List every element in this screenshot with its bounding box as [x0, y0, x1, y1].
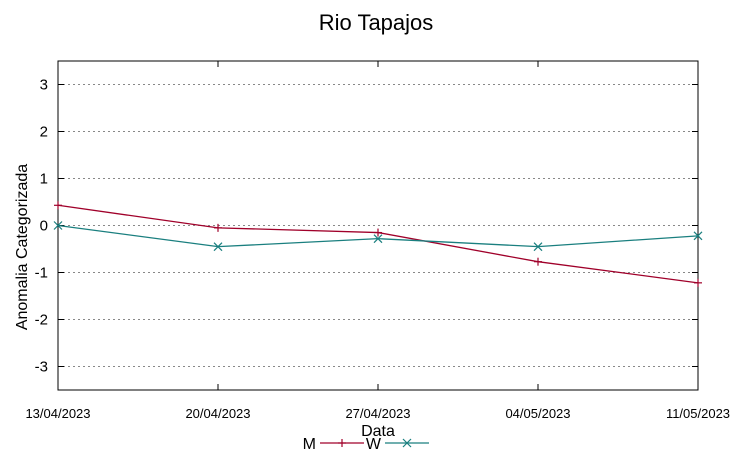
y-tick-label: 2 — [40, 124, 48, 141]
marker-stroke — [693, 231, 703, 241]
data-point-M — [54, 201, 62, 210]
marker-stroke — [53, 221, 63, 230]
chart-title: Rio Tapajos — [319, 10, 434, 35]
y-axis-label: Anomalia Categorizada — [14, 164, 31, 330]
legend-marker-W — [402, 438, 412, 448]
x-tick-label: 11/05/2023 — [666, 406, 730, 421]
data-point-M — [534, 257, 542, 266]
marker-stroke — [213, 242, 223, 252]
data-point-W — [53, 221, 63, 230]
data-point-W — [533, 242, 543, 252]
data-point-W — [213, 242, 223, 252]
data-point-M — [214, 223, 222, 232]
marker-stroke — [402, 438, 412, 448]
x-tick-label: 27/04/2023 — [345, 406, 410, 421]
data-point-W — [373, 234, 383, 244]
y-tick-label: 0 — [40, 218, 48, 235]
legend-marker-M — [338, 439, 346, 447]
legend-label: M — [303, 436, 316, 453]
x-axis-label: Data — [361, 423, 395, 440]
y-tick-label: -2 — [35, 312, 48, 329]
legend-label: W — [366, 436, 382, 453]
y-tick-label: -1 — [35, 265, 48, 282]
y-tick-label: 3 — [40, 77, 48, 94]
x-tick-label: 04/05/2023 — [505, 406, 570, 421]
y-tick-label: -3 — [35, 359, 48, 376]
data-point-M — [374, 228, 382, 237]
y-axis-ticks: 3 2 1 0 -1 -2 -3 — [35, 77, 698, 376]
x-tick-label: 13/04/2023 — [25, 406, 90, 421]
series-group — [53, 201, 703, 287]
marker-stroke — [533, 242, 543, 252]
x-axis-ticks: 13/04/2023 20/04/2023 27/04/2023 04/05/2023… — [25, 61, 730, 421]
grid — [58, 84, 698, 367]
marker-stroke — [373, 234, 383, 244]
y-tick-label: 1 — [40, 171, 48, 188]
x-tick-label: 20/04/2023 — [185, 406, 250, 421]
data-point-M — [694, 278, 702, 287]
data-point-W — [693, 231, 703, 241]
series-line-M — [57, 204, 699, 284]
